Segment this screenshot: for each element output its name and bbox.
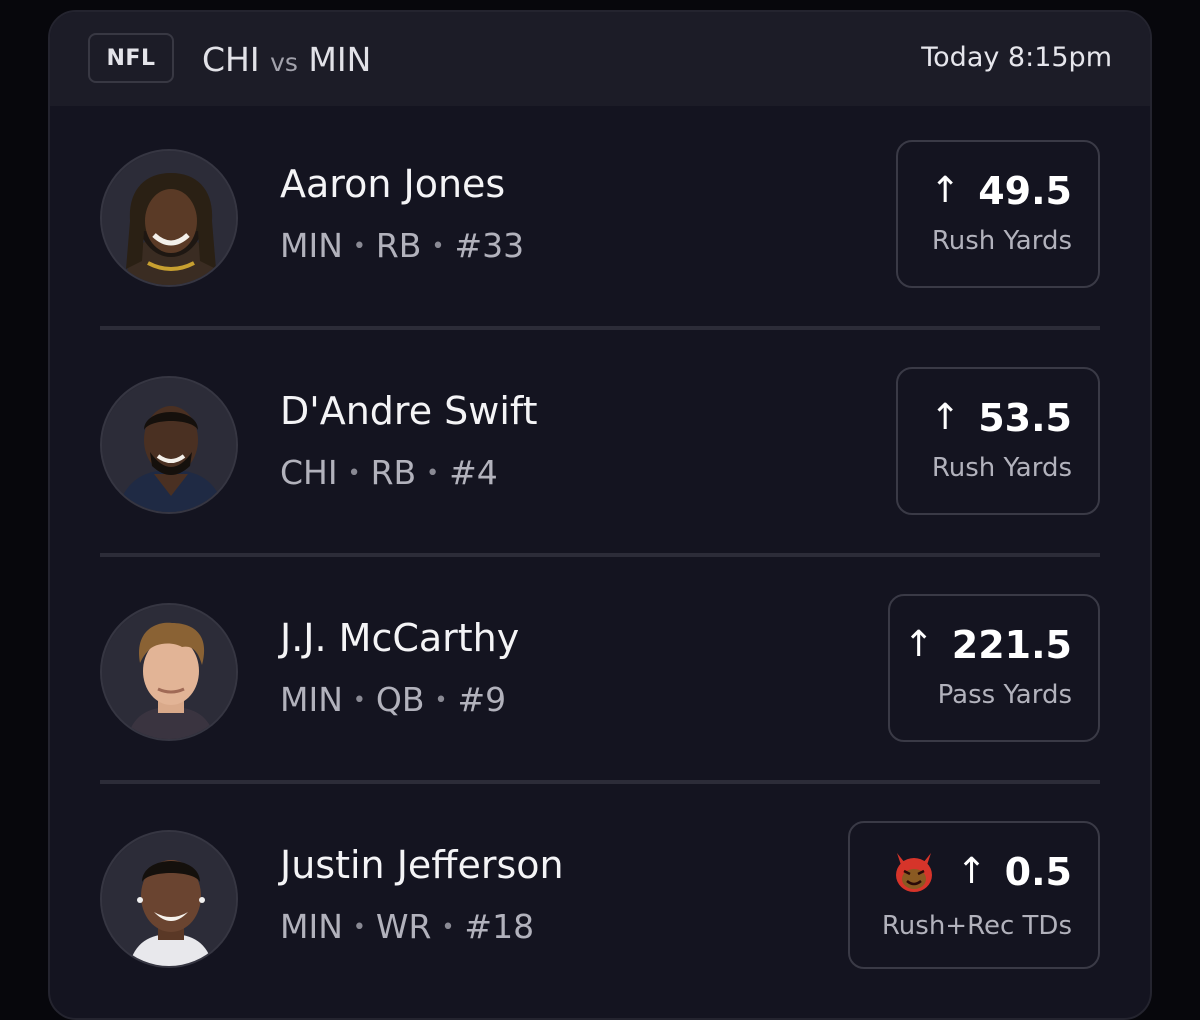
player-avatar bbox=[100, 149, 238, 287]
stat-label: Rush Yards bbox=[931, 226, 1072, 256]
home-team: CHI bbox=[202, 40, 260, 79]
player-number: #18 bbox=[464, 907, 535, 946]
separator-dot: • bbox=[352, 234, 366, 259]
line-value: 0.5 bbox=[1004, 850, 1072, 894]
player-position: WR bbox=[375, 907, 432, 946]
line-value: 221.5 bbox=[951, 623, 1072, 667]
player-avatar bbox=[100, 830, 238, 968]
away-team: MIN bbox=[308, 40, 372, 79]
separator-dot: • bbox=[426, 461, 440, 486]
player-position: QB bbox=[375, 680, 425, 719]
line-top: ↑ 221.5 bbox=[904, 626, 1072, 664]
separator-dot: • bbox=[352, 915, 366, 940]
player-meta: CHI • RB • #4 bbox=[280, 453, 498, 492]
player-row[interactable]: Aaron Jones MIN • RB • #33 ↑ 49.5 Rush Yards bbox=[50, 108, 1150, 335]
separator-dot: • bbox=[434, 688, 448, 713]
separator-dot: • bbox=[441, 915, 455, 940]
player-number: #33 bbox=[454, 226, 525, 265]
league-badge: NFL bbox=[88, 33, 174, 83]
player-number: #4 bbox=[449, 453, 498, 492]
player-meta: MIN • QB • #9 bbox=[280, 680, 506, 719]
player-position: RB bbox=[370, 453, 417, 492]
line-value: 49.5 bbox=[978, 169, 1072, 213]
matchup-title: CHI vs MIN bbox=[202, 40, 371, 79]
game-header: NFL CHI vs MIN Today 8:15pm bbox=[50, 12, 1150, 106]
player-name: D'Andre Swift bbox=[280, 389, 538, 433]
line-top: ↑ 0.5 bbox=[891, 849, 1072, 895]
stat-label: Rush+Rec TDs bbox=[881, 911, 1072, 941]
player-row[interactable]: D'Andre Swift CHI • RB • #4 ↑ 53.5 Rush Yard… bbox=[50, 335, 1150, 562]
separator-dot: • bbox=[347, 461, 361, 486]
arrow-up-icon: ↑ bbox=[930, 170, 961, 211]
line-top: ↑ 49.5 bbox=[930, 172, 1072, 210]
row-divider bbox=[100, 326, 1100, 330]
arrow-up-icon: ↑ bbox=[930, 397, 961, 438]
player-meta: MIN • WR • #18 bbox=[280, 907, 534, 946]
player-name: Aaron Jones bbox=[280, 162, 506, 206]
player-position: RB bbox=[375, 226, 422, 265]
vs-label: vs bbox=[270, 48, 298, 77]
stat-label: Pass Yards bbox=[937, 680, 1072, 710]
prop-line-button[interactable]: ↑ 221.5 Pass Yards bbox=[888, 594, 1100, 742]
line-value: 53.5 bbox=[978, 396, 1072, 440]
game-time: Today 8:15pm bbox=[921, 42, 1112, 73]
stat-label: Rush Yards bbox=[931, 453, 1072, 483]
player-team: MIN bbox=[280, 226, 343, 265]
separator-dot: • bbox=[431, 234, 445, 259]
player-team: CHI bbox=[280, 453, 338, 492]
player-number: #9 bbox=[457, 680, 507, 719]
devil-icon bbox=[891, 849, 937, 895]
player-headshot bbox=[102, 151, 236, 285]
game-card: NFL CHI vs MIN Today 8:15pm Aaron Jones … bbox=[48, 10, 1152, 1020]
player-avatar bbox=[100, 376, 238, 514]
player-headshot bbox=[102, 832, 236, 966]
player-headshot bbox=[102, 378, 236, 512]
player-avatar bbox=[100, 603, 238, 741]
player-row[interactable]: J.J. McCarthy MIN • QB • #9 ↑ 221.5 Pass Yar… bbox=[50, 562, 1150, 789]
row-divider bbox=[100, 553, 1100, 557]
prop-line-button[interactable]: ↑ 49.5 Rush Yards bbox=[896, 140, 1100, 288]
line-top: ↑ 53.5 bbox=[930, 399, 1072, 437]
separator-dot: • bbox=[352, 688, 366, 713]
player-meta: MIN • RB • #33 bbox=[280, 226, 524, 265]
player-name: Justin Jefferson bbox=[280, 843, 564, 887]
player-name: J.J. McCarthy bbox=[280, 616, 520, 660]
arrow-up-icon: ↑ bbox=[956, 851, 987, 892]
prop-line-button[interactable]: ↑ 53.5 Rush Yards bbox=[896, 367, 1100, 515]
row-divider bbox=[100, 780, 1100, 784]
player-row[interactable]: Justin Jefferson MIN • WR • #18 ↑ bbox=[50, 789, 1150, 1016]
arrow-up-icon: ↑ bbox=[903, 624, 934, 665]
player-team: MIN bbox=[280, 907, 343, 946]
player-headshot bbox=[102, 605, 236, 739]
player-team: MIN bbox=[280, 680, 343, 719]
prop-line-button[interactable]: ↑ 0.5 Rush+Rec TDs bbox=[848, 821, 1100, 969]
